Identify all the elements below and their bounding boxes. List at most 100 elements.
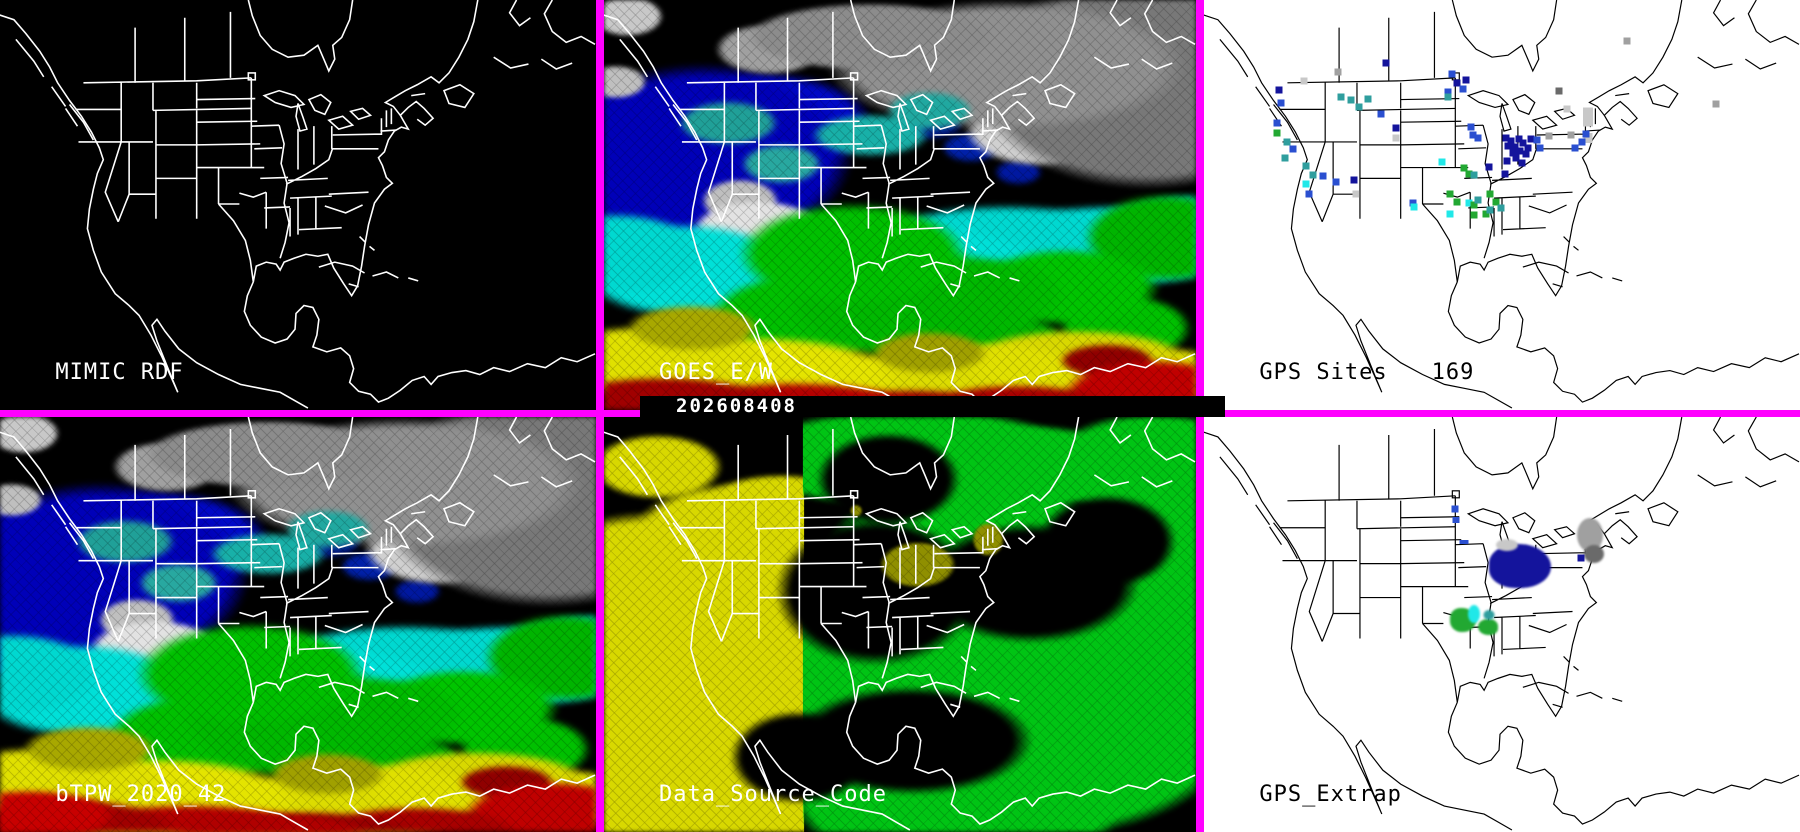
gps-site-dot bbox=[1503, 157, 1511, 165]
gps-site-dot bbox=[1462, 76, 1470, 84]
gps-site-dot bbox=[1474, 196, 1482, 204]
gps-site-dot bbox=[1410, 203, 1418, 211]
gps-site-dot bbox=[1465, 199, 1473, 207]
gps-site-dot bbox=[1377, 110, 1385, 118]
gps-site-dot bbox=[1465, 170, 1473, 178]
gps-site-dot bbox=[1350, 176, 1358, 184]
gps-site-dot bbox=[1459, 85, 1467, 93]
panel-label-btpw: bTPW_2020_42 bbox=[55, 782, 227, 807]
gps-site-dot bbox=[1300, 77, 1308, 85]
gps-site-dot bbox=[1283, 138, 1291, 146]
gps-site-dot bbox=[1507, 137, 1515, 145]
gps-site-dot bbox=[1273, 129, 1281, 137]
gps-site-dot bbox=[1712, 100, 1720, 108]
gps-site-dot bbox=[1305, 190, 1313, 198]
gps-site-dot bbox=[1444, 88, 1452, 96]
gps-site-dot bbox=[1302, 162, 1310, 170]
gps-site-dot bbox=[1364, 95, 1372, 103]
gps-site-dot bbox=[1492, 198, 1500, 206]
gps-site-dot bbox=[1502, 134, 1510, 142]
gps-site-dot bbox=[1563, 105, 1571, 113]
gps-site-dot bbox=[1486, 190, 1494, 198]
panel-label-gps-extrap: GPS_Extrap bbox=[1259, 782, 1402, 807]
gps-site-dot bbox=[1545, 132, 1553, 140]
north-america-map bbox=[0, 417, 596, 831]
gps-site-dot bbox=[1453, 198, 1461, 206]
gps-site-dot bbox=[1515, 135, 1523, 143]
gps-site-dot bbox=[1337, 93, 1345, 101]
gps-site-dot bbox=[1497, 204, 1505, 212]
gps-site-dot bbox=[1453, 79, 1461, 87]
gps-sites-gray-region bbox=[1582, 107, 1593, 127]
gps-site-dot bbox=[1352, 190, 1360, 198]
gps-site-dot bbox=[1623, 37, 1631, 45]
panel-btpw: bTPW_2020_42 bbox=[0, 417, 596, 832]
gps-site-dot bbox=[1302, 180, 1310, 188]
gps-site-dot bbox=[1382, 59, 1390, 67]
gps-site-dot bbox=[1522, 150, 1530, 158]
gps-extrap-blob bbox=[1488, 543, 1551, 588]
timestamp: 202608408 bbox=[676, 395, 797, 417]
gps-sites-title: GPS Sites bbox=[1259, 360, 1388, 385]
gps-site-dot bbox=[1470, 201, 1478, 209]
gps-sites-count: 169 bbox=[1431, 360, 1475, 385]
gps-site-dot bbox=[1516, 147, 1524, 155]
gps-site-dot bbox=[1289, 145, 1297, 153]
gps-site-dot bbox=[1392, 134, 1400, 142]
gps-extrap-blob bbox=[1483, 609, 1495, 620]
gps-site-dot bbox=[1444, 93, 1452, 101]
gps-site-dot bbox=[1512, 154, 1520, 162]
gps-site-dot bbox=[1355, 103, 1363, 111]
gps-extrap-blob bbox=[1477, 618, 1498, 635]
panel-label-gps-sites: GPS Sites 169 bbox=[1259, 360, 1474, 385]
gps-site-dot bbox=[1446, 210, 1454, 218]
gps-site-dot bbox=[1555, 87, 1563, 95]
panel-mimic-rdf: MIMIC RDF bbox=[0, 0, 596, 410]
gps-site-dot bbox=[1501, 170, 1509, 178]
gps-site-dot bbox=[1536, 144, 1544, 152]
timestamp-bar: 202608408 bbox=[640, 396, 1225, 417]
gps-site-dot bbox=[1467, 123, 1475, 131]
gps-site-dot bbox=[1273, 119, 1281, 127]
gps-site-dot bbox=[1519, 139, 1527, 147]
gps-extrap-blob bbox=[1459, 539, 1469, 544]
gps-site-dot bbox=[1582, 130, 1590, 138]
gps-extrap-blob bbox=[1467, 605, 1480, 624]
gps-extrap-blob bbox=[1577, 554, 1585, 562]
gps-extrap-blob bbox=[1495, 538, 1518, 551]
gps-site-dot bbox=[1470, 211, 1478, 219]
north-america-map bbox=[0, 0, 596, 409]
gps-extrap-blob bbox=[1451, 505, 1459, 513]
gps-site-dot bbox=[1504, 142, 1512, 150]
north-america-map bbox=[1204, 417, 1800, 831]
gps-site-dot bbox=[1438, 158, 1446, 166]
gps-site-dot bbox=[1319, 172, 1327, 180]
gps-extrap-blob bbox=[1584, 544, 1605, 563]
gps-site-dot bbox=[1482, 210, 1490, 218]
gps-site-dot bbox=[1578, 138, 1586, 146]
gps-site-dot bbox=[1460, 164, 1468, 172]
gps-site-dot bbox=[1524, 144, 1532, 152]
panel-data-source-code: Data_Source_Code bbox=[604, 417, 1196, 832]
gps-extrap-blob bbox=[1452, 516, 1460, 523]
gps-site-dot bbox=[1334, 68, 1341, 76]
gps-site-dot bbox=[1567, 131, 1575, 139]
gps-site-dot bbox=[1275, 86, 1283, 94]
gps-site-dot bbox=[1486, 206, 1494, 214]
gps-site-dot bbox=[1332, 178, 1340, 186]
panel-goes-ew: GOES_E/W bbox=[604, 0, 1196, 410]
gps-site-dot bbox=[1485, 163, 1493, 171]
panel-gps-sites: GPS Sites 169 bbox=[1204, 0, 1800, 410]
gps-sites-gray-region bbox=[1583, 132, 1593, 143]
gps-site-dot bbox=[1511, 143, 1519, 151]
gps-site-dot bbox=[1409, 199, 1417, 207]
gps-site-dot bbox=[1347, 96, 1355, 104]
panel-label-mimic-rdf: MIMIC RDF bbox=[55, 360, 184, 385]
gps-site-dot bbox=[1474, 134, 1482, 142]
gps-site-dot bbox=[1518, 159, 1526, 167]
gps-site-dot bbox=[1277, 99, 1285, 107]
gps-site-dot bbox=[1309, 171, 1317, 179]
gps-site-dot bbox=[1470, 171, 1478, 179]
north-america-map bbox=[604, 417, 1196, 831]
